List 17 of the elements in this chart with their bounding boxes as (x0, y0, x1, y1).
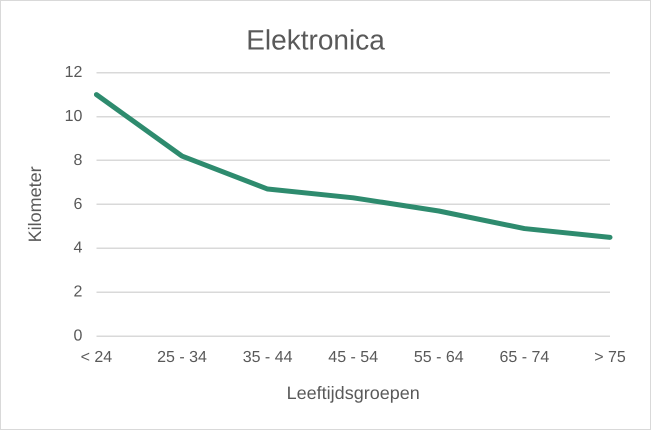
y-tick-label: 6 (73, 196, 82, 213)
y-axis-title: Kilometer (24, 166, 45, 242)
x-tick-label: 25 - 34 (157, 349, 208, 366)
x-tick-label: 55 - 64 (414, 349, 464, 366)
x-tick-label: 65 - 74 (499, 349, 550, 366)
y-tick-label: 10 (64, 108, 82, 125)
x-axis-title: Leeftijdsgroepen (286, 383, 420, 404)
x-tick-label: 45 - 54 (328, 349, 378, 366)
y-tick-label: 0 (73, 328, 82, 345)
chart-title: Elektronica (246, 24, 386, 56)
x-tick-label: > 75 (594, 349, 626, 366)
y-tick-label: 8 (73, 152, 82, 169)
x-tick-label: 35 - 44 (242, 349, 293, 366)
y-tick-label: 12 (64, 64, 82, 82)
y-tick-label: 4 (73, 240, 82, 257)
y-tick-label: 2 (73, 284, 82, 301)
x-tick-label: < 24 (80, 349, 112, 366)
